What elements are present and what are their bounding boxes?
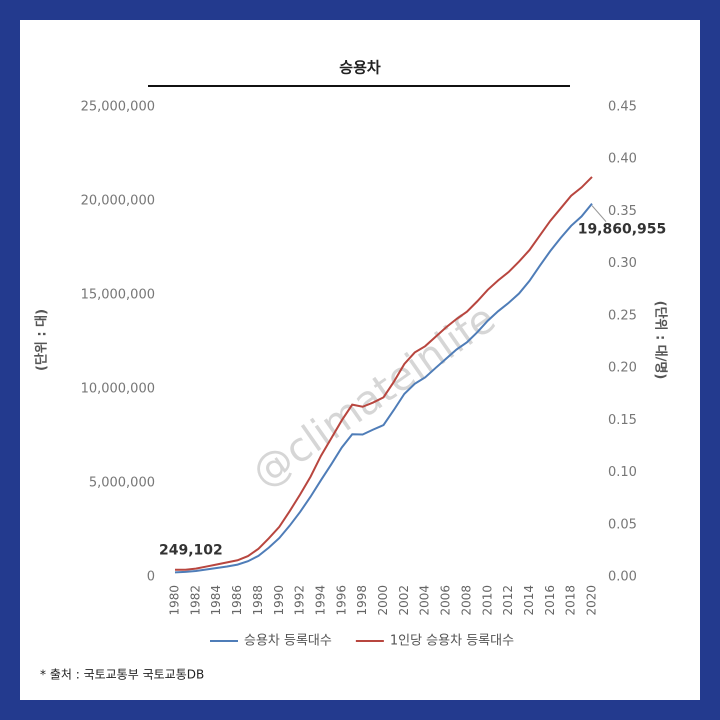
y2-tick-label: 0.10 <box>608 465 637 480</box>
x-tick-label: 1996 <box>334 585 348 616</box>
x-tick-label: 1986 <box>230 585 244 616</box>
x-tick-label: 1990 <box>272 585 286 616</box>
y-tick-label: 25,000,000 <box>81 100 155 115</box>
y2-tick-label: 0.05 <box>608 517 637 532</box>
x-tick-label: 2020 <box>585 585 599 616</box>
x-tick-label: 2006 <box>439 585 453 616</box>
x-tick-label: 2002 <box>397 585 411 616</box>
y2-tick-label: 0.45 <box>608 100 637 115</box>
x-tick-label: 1984 <box>209 585 223 616</box>
y2-tick-label: 0.25 <box>608 308 637 323</box>
y-tick-label: 0 <box>147 570 155 585</box>
x-tick-label: 2000 <box>376 585 390 616</box>
y-tick-label: 10,000,000 <box>81 382 155 397</box>
y2-tick-label: 0.20 <box>608 361 637 376</box>
x-tick-label: 1994 <box>313 585 327 616</box>
x-tick-label: 2012 <box>501 585 515 616</box>
y-tick-label: 5,000,000 <box>89 476 155 491</box>
y-axis-label: (단위 : 대) <box>34 309 50 371</box>
y-tick-label: 20,000,000 <box>81 194 155 209</box>
y2-axis-label: (단위 : 대/명) <box>653 301 669 380</box>
x-tick-label: 2008 <box>459 585 473 616</box>
x-tick-label: 1980 <box>168 585 182 616</box>
legend-label: 승용차 등록대수 <box>244 634 332 649</box>
label-leader <box>591 205 607 222</box>
x-tick-label: 2016 <box>543 585 557 616</box>
legend-label: 1인당 승용차 등록대수 <box>390 634 514 649</box>
y-tick-label: 15,000,000 <box>81 288 155 303</box>
series-line <box>174 202 593 574</box>
data-label: 19,860,955 <box>578 222 667 238</box>
x-tick-label: 2010 <box>480 585 494 616</box>
chart-title: 승용차 <box>339 59 381 77</box>
y2-tick-label: 0.15 <box>608 413 637 428</box>
x-tick-label: 2004 <box>418 585 432 616</box>
x-tick-label: 1998 <box>355 585 369 616</box>
y2-tick-label: 0.35 <box>608 204 637 219</box>
data-label: 249,102 <box>159 542 223 558</box>
x-tick-label: 1992 <box>293 585 307 616</box>
source-note: * 출처 : 국토교통부 국토교통DB <box>40 668 204 682</box>
y2-tick-label: 0.00 <box>608 570 637 585</box>
watermark: @climateinlife <box>244 296 504 497</box>
chart: 승용차 (단위 : 대) (단위 : 대/명) @climateinlife *… <box>20 20 700 700</box>
series-line <box>175 176 593 571</box>
x-tick-label: 2014 <box>522 585 536 616</box>
x-tick-label: 2018 <box>564 585 578 616</box>
y2-tick-label: 0.40 <box>608 152 637 167</box>
y2-tick-label: 0.30 <box>608 256 637 271</box>
x-tick-label: 1988 <box>251 585 265 616</box>
x-tick-label: 1982 <box>188 585 202 616</box>
